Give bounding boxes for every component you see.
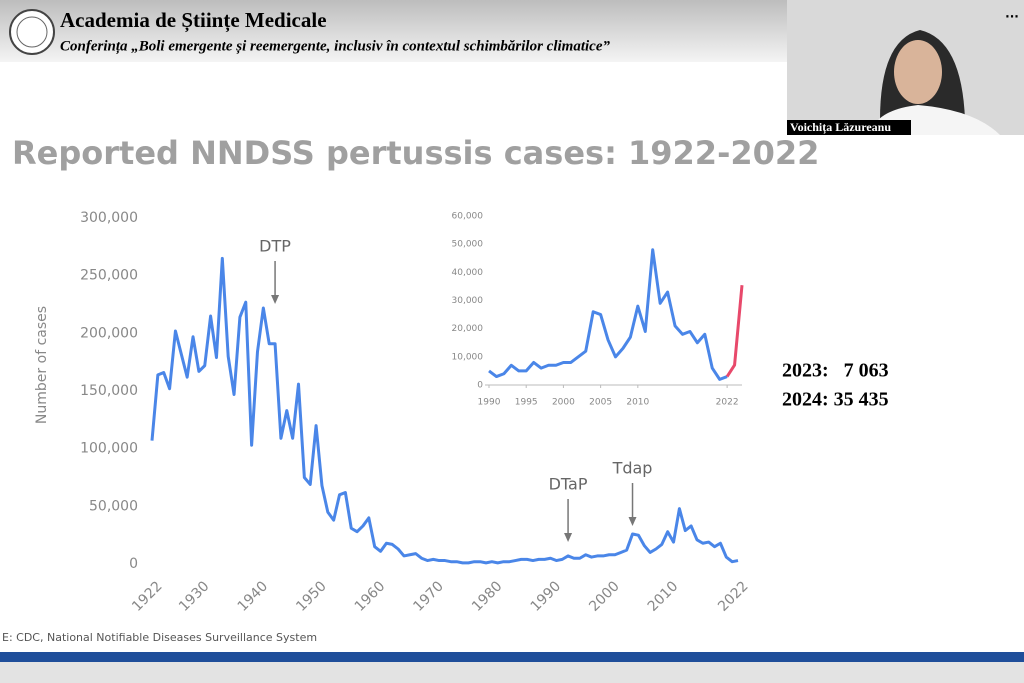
y-tick-label: 250,000 (80, 268, 138, 284)
speaker-face (894, 40, 942, 104)
arrow-head (564, 533, 573, 542)
y-tick-label: 50,000 (452, 240, 484, 250)
x-tick-label: 2005 (589, 398, 612, 408)
footer-bar (0, 652, 1024, 662)
y-tick-label: 150,000 (80, 383, 138, 399)
header-subtitle: Conferința „Boli emergente și reemergent… (60, 38, 610, 54)
header-title: Academia de Științe Medicale (60, 8, 327, 33)
arrow-head (628, 517, 637, 526)
x-tick-label: 2022 (716, 398, 739, 408)
x-tick-label: 2010 (626, 398, 649, 408)
footer-strip (0, 662, 1024, 683)
speaker-label-bg (787, 120, 911, 135)
note: 2023: 7 063 (782, 360, 889, 382)
y-tick-label: 0 (129, 556, 138, 572)
logo (9, 9, 55, 55)
video-menu[interactable]: ... (1005, 7, 1019, 21)
x-tick-label: 1990 (478, 398, 501, 408)
logo-inner (16, 16, 48, 48)
y-tick-label: 100,000 (80, 441, 138, 457)
y-tick-label: 20,000 (452, 324, 484, 334)
note: 2024: 35 435 (782, 389, 889, 411)
y-axis-label: Number of cases (34, 306, 50, 424)
annotation: DTaP (549, 475, 588, 494)
data-line (488, 248, 728, 381)
y-tick-label: 60,000 (452, 212, 484, 222)
y-tick-label: 50,000 (89, 498, 138, 514)
header-bar (0, 0, 787, 62)
annotation: Tdap (612, 459, 653, 478)
y-tick-label: 40,000 (452, 268, 484, 278)
y-tick-label: 300,000 (80, 210, 138, 226)
speaker-name: Voichița Lăzureanu (790, 120, 891, 135)
x-tick-label: 1995 (515, 398, 538, 408)
x-tick-label: 2000 (552, 398, 575, 408)
slide-source: E: CDC, National Notifiable Diseases Sur… (2, 631, 317, 644)
annotation: DTP (259, 237, 291, 256)
y-tick-label: 10,000 (452, 352, 484, 362)
y-tick-label: 200,000 (80, 325, 138, 341)
slide-title: Reported NNDSS pertussis cases: 1922-202… (12, 134, 819, 172)
y-tick-label: 0 (477, 381, 483, 391)
y-tick-label: 30,000 (452, 296, 484, 306)
arrow-head (271, 295, 280, 304)
data-line (725, 285, 744, 378)
data-line (150, 256, 739, 565)
